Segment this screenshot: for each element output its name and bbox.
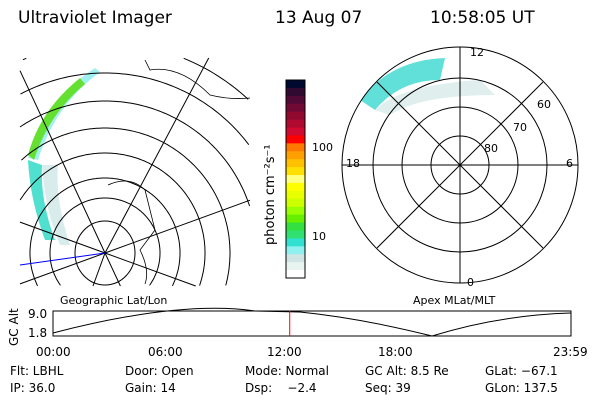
mlat-70-label: 70: [513, 121, 527, 134]
xtick: 12:00: [267, 345, 302, 359]
alt-ymax: 9.0: [28, 307, 48, 321]
colorbar-segment: [286, 262, 305, 271]
time-label: 10:58:05 UT: [430, 8, 535, 28]
glat-info: GLat: −67.1: [485, 364, 558, 378]
colorbar-tick-10: 10: [312, 230, 326, 243]
gain-info: Gain: 14: [125, 381, 176, 395]
colorbar-segment: [286, 222, 305, 231]
mlt-12-label: 12: [470, 46, 484, 59]
inner-lat-circle: [74, 220, 136, 286]
xtick: 06:00: [148, 345, 183, 359]
latitude-circle: [29, 177, 181, 287]
colorbar-segment: [286, 143, 305, 152]
latitude-circle: [49, 197, 161, 286]
colorbar-segment: [286, 119, 305, 129]
colorbar: [285, 79, 306, 279]
meridian-line: [104, 252, 121, 287]
colorbar-segment: [286, 175, 305, 184]
colorbar-segment: [286, 151, 305, 160]
altitude-plot: [52, 307, 572, 337]
latitude-circle: [19, 100, 251, 207]
filter-info: Flt: LBHL: [10, 364, 64, 378]
colorbar-segment: [286, 214, 305, 224]
coastline: [107, 180, 156, 285]
xtick: 23:59: [553, 345, 588, 359]
meridian-line: [92, 252, 106, 287]
mlat-60-label: 60: [537, 98, 551, 111]
colorbar-segment: [286, 190, 305, 200]
mlt-18-label: 18: [346, 157, 360, 170]
aurora-polar: [360, 58, 445, 110]
aurora-diffuse: [42, 165, 70, 245]
meridian-line: [104, 57, 210, 254]
alt-ymin: 1.8: [28, 326, 48, 340]
latitude-circle: [21, 127, 231, 286]
colorbar-label: photon cm⁻²s⁻¹: [263, 144, 278, 245]
geographic-map: [19, 57, 251, 287]
latitude-circle: [22, 57, 249, 100]
xtick: 18:00: [378, 345, 413, 359]
colorbar-segment: [286, 103, 305, 113]
colorbar-segment: [286, 167, 305, 176]
mlt-0-label: 0: [467, 276, 474, 289]
aurora-polar-diffuse: [375, 80, 495, 115]
colorbar-segment: [286, 111, 305, 121]
mlt-6-label: 6: [566, 157, 573, 170]
left-map-caption: Geographic Lat/Lon: [60, 294, 168, 307]
colorbar-segment: [286, 95, 305, 105]
latitude-circle: [19, 152, 206, 286]
mlat-80-label: 80: [484, 142, 498, 155]
door-info: Door: Open: [125, 364, 194, 378]
aurora-oval-bright: [28, 78, 85, 160]
colorbar-segment: [286, 238, 305, 247]
aurora-oval-outer: [28, 68, 100, 160]
sun-direction-line: [19, 252, 106, 266]
colorbar-segment: [286, 87, 305, 97]
glon-info: GLon: 137.5: [485, 381, 558, 395]
colorbar-segment: [286, 159, 305, 168]
instrument-title: Ultraviolet Imager: [18, 8, 172, 28]
meridian-line: [104, 252, 196, 287]
colorbar-segment: [286, 198, 305, 208]
mode-info: Mode: Normal: [245, 364, 329, 378]
apex-polar-plot: [341, 46, 579, 284]
meridian-line: [19, 221, 106, 254]
meridian-line: [19, 70, 106, 254]
meridian-line: [19, 252, 106, 285]
colorbar-segment: [286, 182, 305, 192]
colorbar-segment: [286, 230, 305, 239]
seq-info: Seq: 39: [365, 381, 411, 395]
date-label: 13 Aug 07: [275, 8, 363, 28]
colorbar-segment: [286, 80, 305, 89]
colorbar-segment: [286, 127, 305, 136]
colorbar-segment: [286, 254, 305, 263]
colorbar-segment: [286, 135, 305, 144]
colorbar-segment: [286, 270, 305, 279]
latitude-circle: [20, 72, 250, 146]
colorbar-segment: [286, 206, 305, 216]
coastline: [144, 59, 251, 99]
right-map-caption: Apex MLat/MLT: [413, 294, 496, 307]
alt-ylabel: GC Alt: [7, 308, 21, 346]
dsp-info: Dsp: −2.4: [245, 381, 317, 395]
meridian-line: [104, 199, 251, 254]
gc-alt-info: GC Alt: 8.5 Re: [365, 364, 449, 378]
mlt-line: [376, 81, 544, 249]
altitude-curve: [52, 307, 572, 337]
aurora-oval-lower: [28, 160, 55, 240]
xtick: 00:00: [36, 345, 71, 359]
colorbar-tick-100: 100: [312, 141, 333, 154]
colorbar-segment: [286, 246, 305, 255]
ip-info: IP: 36.0: [10, 381, 56, 395]
